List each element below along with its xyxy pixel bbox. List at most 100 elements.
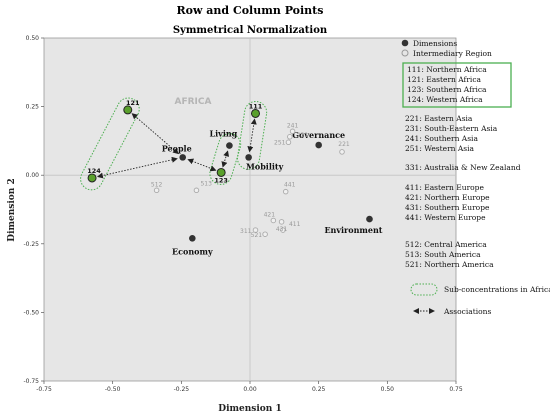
legend-region-label: Intermediary Region bbox=[413, 49, 492, 58]
region-label: 221 bbox=[338, 141, 350, 148]
region-key-entry: 241: Southern Asia bbox=[405, 134, 478, 143]
africa-key-entry: 124: Western Africa bbox=[407, 95, 483, 104]
region-point bbox=[262, 231, 268, 237]
region-point bbox=[287, 134, 293, 140]
region-point bbox=[278, 219, 285, 225]
dimension-label: Mobility bbox=[246, 161, 284, 171]
association-arrow bbox=[96, 156, 178, 179]
legend-region-marker bbox=[401, 49, 409, 57]
africa-key-box bbox=[402, 62, 512, 108]
sub-concentration-oval bbox=[80, 97, 140, 191]
region-point bbox=[280, 227, 286, 233]
y-tick-label: -0.75 bbox=[23, 378, 39, 385]
region-point bbox=[252, 227, 259, 233]
x-tick-label: 0.00 bbox=[243, 386, 257, 393]
region-label: 411 bbox=[289, 221, 301, 228]
legend-oval-label: Sub-concentrations in Africa bbox=[444, 285, 550, 294]
dimension-point bbox=[189, 235, 196, 242]
dimension-point bbox=[315, 141, 322, 149]
region-label: 513 bbox=[200, 180, 212, 187]
region-point bbox=[193, 187, 200, 194]
region-label: 521 bbox=[251, 232, 263, 239]
region-point bbox=[270, 217, 277, 224]
region-key-entry: 441: Western Europe bbox=[405, 213, 486, 222]
association-arrow bbox=[247, 118, 257, 153]
chart-subtitle: Symmetrical Normalization bbox=[173, 25, 328, 36]
africa-region-point bbox=[123, 105, 133, 115]
sub-concentration-oval bbox=[209, 133, 242, 185]
region-label: 123 bbox=[214, 176, 228, 184]
region-label: 111 bbox=[249, 102, 263, 110]
chart-title: Row and Column Points bbox=[177, 4, 324, 17]
association-arrow bbox=[131, 113, 179, 155]
region-key-entry: 512: Central America bbox=[405, 240, 487, 249]
dimension-label: People bbox=[162, 143, 192, 153]
africa-region-point bbox=[216, 167, 226, 177]
legend-dimensions-marker bbox=[401, 39, 409, 47]
y-tick-label: 0.50 bbox=[26, 35, 40, 42]
region-key-entry: 331: Australia & New Zealand bbox=[405, 163, 521, 172]
region-label: 421 bbox=[264, 211, 276, 218]
region-label: 124 bbox=[87, 167, 101, 175]
y-tick-label: -0.25 bbox=[23, 241, 39, 248]
y-tick-label: 0.00 bbox=[26, 172, 40, 179]
association-arrow bbox=[221, 150, 230, 168]
region-label: 231 bbox=[297, 132, 309, 139]
x-tick-label: 0.25 bbox=[312, 386, 326, 393]
data-points: People Living Mobility Governance Economy Env… bbox=[87, 99, 383, 256]
africa-annotation: AFRICA bbox=[175, 97, 212, 107]
x-tick-label: 0.75 bbox=[449, 386, 463, 393]
region-key-entry: 221: Eastern Asia bbox=[405, 114, 473, 123]
africa-key-entry: 121: Eastern Africa bbox=[407, 75, 482, 84]
africa-key-entry: 111: Northern Africa bbox=[407, 65, 487, 74]
sub-concentration-ovals bbox=[80, 97, 268, 191]
x-tick-label: -0.50 bbox=[105, 386, 121, 393]
y-tick-label: 0.25 bbox=[26, 104, 40, 111]
y-tick-label: -0.50 bbox=[23, 309, 39, 316]
region-point bbox=[339, 149, 345, 155]
x-axis-ticks: -0.75 -0.50 -0.25 0.00 0.25 0.50 0.75 bbox=[36, 381, 463, 393]
africa-region-point bbox=[87, 173, 97, 183]
legend: Dimensions Intermediary Region 111: Nort… bbox=[401, 39, 550, 316]
x-axis-label: Dimension 1 bbox=[218, 404, 281, 414]
region-label: 431 bbox=[276, 226, 288, 233]
sub-concentration-oval bbox=[236, 100, 268, 170]
africa-region-point bbox=[250, 108, 260, 118]
dimension-point bbox=[245, 154, 252, 161]
association-arrow bbox=[187, 158, 217, 172]
dimension-point bbox=[226, 142, 233, 149]
region-point bbox=[282, 188, 289, 195]
legend-dimensions-label: Dimensions bbox=[413, 39, 457, 48]
region-key-entry: 411: Eastern Europe bbox=[405, 183, 484, 192]
region-key-entry: 513: South America bbox=[405, 250, 481, 259]
region-label: 241 bbox=[287, 122, 299, 129]
region-label: 311 bbox=[240, 228, 252, 235]
region-label: 251 bbox=[274, 139, 286, 146]
dimension-label: Governance bbox=[292, 130, 345, 140]
dimension-label: Living bbox=[210, 129, 238, 139]
legend-oval-symbol bbox=[410, 283, 438, 296]
dimension-point bbox=[366, 215, 373, 223]
region-key-entry: 521: Northern America bbox=[405, 260, 494, 269]
region-key-entry: 231: South-Eastern Asia bbox=[405, 124, 498, 133]
africa-key-entry: 123: Southern Africa bbox=[407, 85, 487, 94]
region-label: 512 bbox=[151, 181, 163, 188]
region-key-entry: 421: Northern Europe bbox=[405, 193, 490, 202]
dimension-label: Environment bbox=[324, 225, 382, 235]
association-arrows bbox=[96, 113, 257, 179]
x-tick-label: -0.25 bbox=[174, 386, 190, 393]
legend-arrow-label: Associations bbox=[443, 307, 491, 316]
dimension-label: Economy bbox=[172, 246, 213, 256]
region-key-entry: 251: Western Asia bbox=[405, 144, 475, 153]
x-tick-label: -0.75 bbox=[36, 386, 52, 393]
y-axis-ticks: 0.50 0.25 0.00 -0.25 -0.50 -0.75 bbox=[23, 35, 44, 385]
region-key-entry: 431: Southern Europe bbox=[405, 203, 490, 212]
dimension-point bbox=[179, 154, 187, 161]
region-point bbox=[153, 187, 160, 194]
region-label: 121 bbox=[126, 99, 140, 107]
y-axis-label: Dimension 2 bbox=[7, 178, 17, 241]
x-tick-label: 0.50 bbox=[381, 386, 395, 393]
